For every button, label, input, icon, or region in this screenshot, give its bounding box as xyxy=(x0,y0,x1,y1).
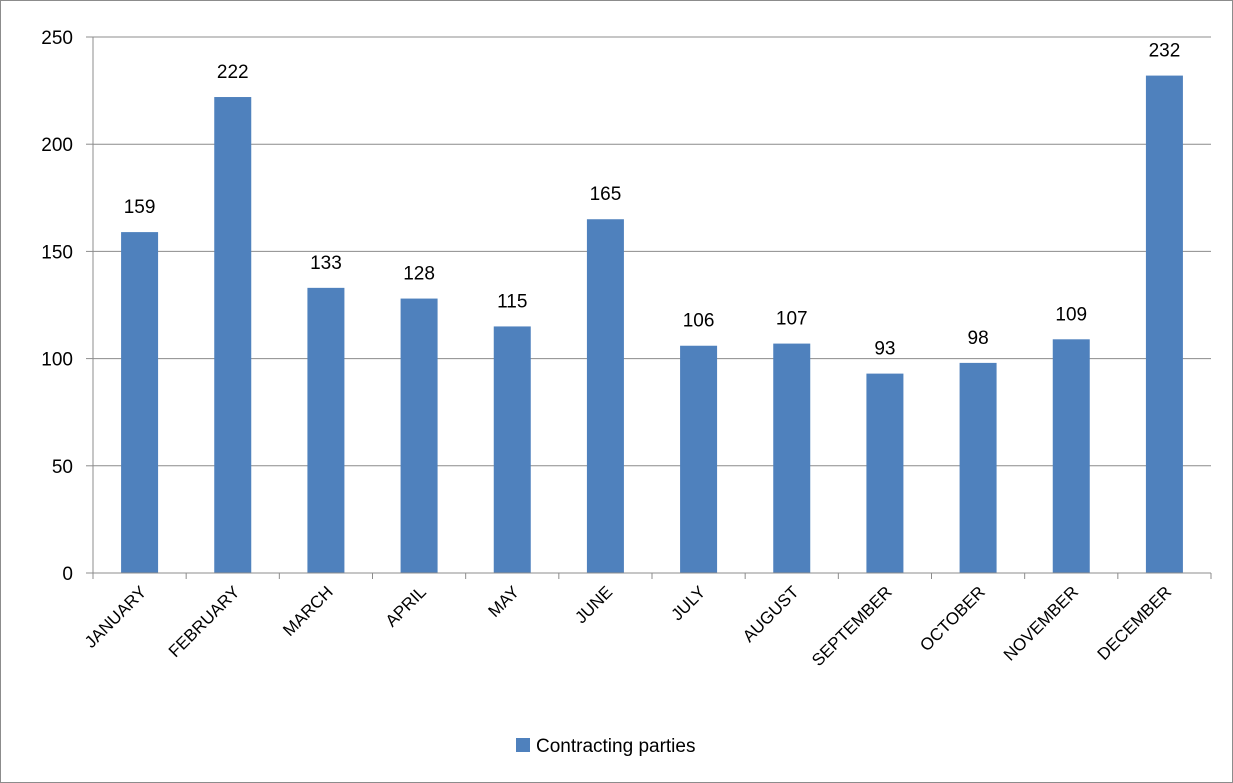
data-label-december: 232 xyxy=(1149,41,1181,62)
bar-august xyxy=(773,343,811,573)
bar-february xyxy=(214,97,252,574)
data-label-july: 106 xyxy=(683,311,715,332)
legend-label: Contracting parties xyxy=(536,736,695,757)
x-tick-label-october: OCTOBER xyxy=(916,582,989,655)
y-tick-label: 0 xyxy=(62,564,73,585)
x-tick-label-april: APRIL xyxy=(382,582,430,630)
gridlines xyxy=(93,36,1211,467)
x-tick-label-may: MAY xyxy=(484,582,523,621)
axes xyxy=(86,36,1212,579)
y-tick-label: 50 xyxy=(52,457,73,478)
bar-july xyxy=(680,345,718,573)
data-label-august: 107 xyxy=(776,309,808,330)
y-tick-label: 150 xyxy=(41,242,73,263)
x-tick-label-january: JANUARY xyxy=(81,582,150,651)
data-label-november: 109 xyxy=(1055,304,1087,325)
bar-september xyxy=(866,373,904,573)
x-tick-label-july: JULY xyxy=(667,582,709,624)
x-tick-label-june: JUNE xyxy=(571,582,616,627)
x-tick-label-september: SEPTEMBER xyxy=(808,582,896,670)
y-tick-labels: 0 50 100 150 200 250 xyxy=(41,28,73,585)
legend: Contracting parties xyxy=(516,736,695,757)
bar-october xyxy=(959,362,997,573)
bar-may xyxy=(493,326,531,573)
data-label-september: 93 xyxy=(874,339,895,360)
data-label-april: 128 xyxy=(403,264,435,285)
bar-december xyxy=(1145,75,1183,573)
data-label-january: 159 xyxy=(124,197,156,218)
x-tick-label-march: MARCH xyxy=(279,582,337,640)
bar-april xyxy=(400,298,438,573)
data-label-june: 165 xyxy=(590,184,622,205)
bars xyxy=(121,75,1183,574)
data-label-march: 133 xyxy=(310,253,342,274)
data-label-february: 222 xyxy=(217,62,249,83)
x-tick-label-november: NOVEMBER xyxy=(1000,582,1082,664)
bar-november xyxy=(1052,339,1090,573)
y-tick-label: 250 xyxy=(41,28,73,49)
y-tick-label: 100 xyxy=(41,350,73,371)
legend-swatch xyxy=(516,738,530,752)
bar-march xyxy=(307,287,345,573)
data-label-may: 115 xyxy=(497,291,527,312)
data-label-october: 98 xyxy=(968,328,989,349)
x-tick-labels: JANUARY FEBRUARY MARCH APRIL MAY JUNE JULY AUGU… xyxy=(81,582,1175,670)
y-tick-label: 200 xyxy=(41,135,73,156)
x-tick-label-february: FEBRUARY xyxy=(165,582,244,661)
x-tick-label-august: AUGUST xyxy=(739,582,803,646)
data-labels: 159 222 133 128 115 165 106 107 93 98 109 232 xyxy=(124,41,1181,360)
bar-january xyxy=(121,232,159,573)
x-tick-label-december: DECEMBER xyxy=(1094,582,1176,664)
bar-june xyxy=(586,219,624,574)
